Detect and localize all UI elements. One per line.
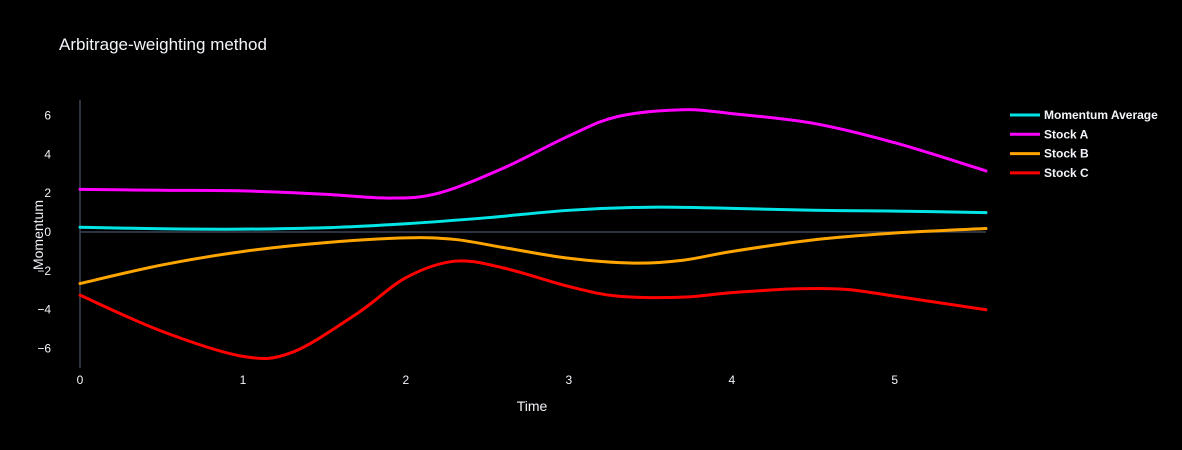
y-tick-label: 2 bbox=[44, 186, 51, 200]
x-tick-label: 5 bbox=[891, 373, 898, 387]
series-line-momentum-average bbox=[78, 205, 988, 231]
x-tick-label: 4 bbox=[728, 373, 735, 387]
legend-label: Stock C bbox=[1044, 166, 1089, 180]
y-tick-label: 6 bbox=[44, 109, 51, 123]
legend-label: Stock B bbox=[1044, 147, 1089, 161]
x-tick-label: 0 bbox=[77, 373, 84, 387]
y-tick-label: 4 bbox=[44, 147, 51, 161]
legend-label: Stock A bbox=[1044, 127, 1089, 141]
y-axis-title: Momentum bbox=[30, 200, 46, 270]
y-tick-label: −4 bbox=[37, 303, 51, 317]
x-axis-title: Time bbox=[517, 398, 548, 414]
y-tick-label: −2 bbox=[37, 264, 51, 278]
x-tick-label: 3 bbox=[566, 373, 573, 387]
legend-item-stock-c[interactable]: Stock C bbox=[1010, 166, 1089, 180]
y-tick-label: 0 bbox=[44, 225, 51, 239]
legend-label: Momentum Average bbox=[1044, 108, 1158, 122]
legend: Momentum Average Stock A Stock B Stock C bbox=[1010, 108, 1158, 180]
x-tick-label: 2 bbox=[403, 373, 410, 387]
y-tick-label: −6 bbox=[37, 342, 51, 356]
chart-title: Arbitrage-weighting method bbox=[59, 35, 267, 54]
legend-item-stock-b[interactable]: Stock B bbox=[1010, 147, 1089, 161]
legend-item-stock-a[interactable]: Stock A bbox=[1010, 127, 1089, 141]
legend-item-momentum-average[interactable]: Momentum Average bbox=[1010, 108, 1158, 122]
x-tick-label: 1 bbox=[240, 373, 247, 387]
series-line-stock-a bbox=[78, 108, 988, 200]
series-line-stock-c bbox=[78, 259, 988, 361]
series-line-stock-b bbox=[78, 227, 988, 286]
